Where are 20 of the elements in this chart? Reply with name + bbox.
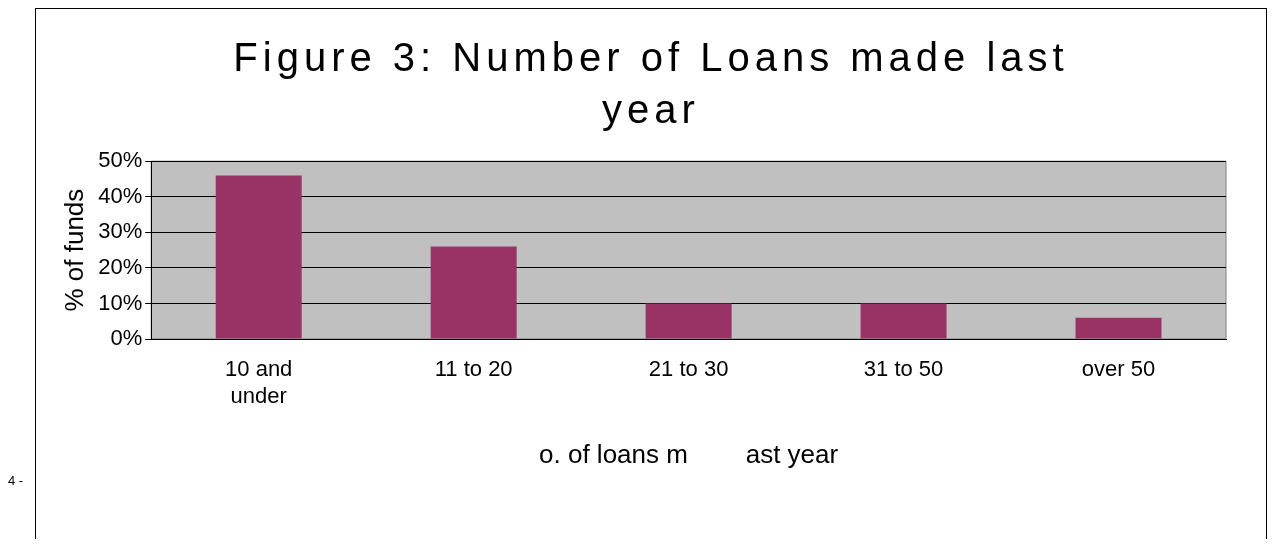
x-tick-label: 11 to 20	[434, 356, 513, 382]
y-tick-label: 10%	[98, 289, 143, 315]
x-tick-label: 31 to 50	[863, 356, 944, 382]
x-tick-label: over 50	[1081, 356, 1156, 382]
x-tick-label: 10 and under	[225, 356, 293, 408]
x-axis-title: o. of loans m ast year	[539, 438, 839, 469]
bar	[860, 303, 947, 339]
text: 4 -	[8, 473, 24, 488]
bar	[215, 175, 302, 339]
chart-title: Figure 3: Number of Loans made last year	[232, 34, 1070, 133]
y-axis-title: % of funds	[58, 188, 89, 312]
y-tick-label: 40%	[98, 182, 143, 208]
y-tick-label: 50%	[98, 147, 143, 173]
y-tick-label: 20%	[98, 253, 143, 279]
y-tick-label: 0%	[110, 325, 143, 351]
bar	[430, 246, 517, 339]
bar	[645, 303, 732, 339]
bar	[1075, 317, 1162, 339]
x-tick-label: 21 to 30	[648, 356, 729, 382]
y-tick-label: 30%	[98, 218, 143, 244]
